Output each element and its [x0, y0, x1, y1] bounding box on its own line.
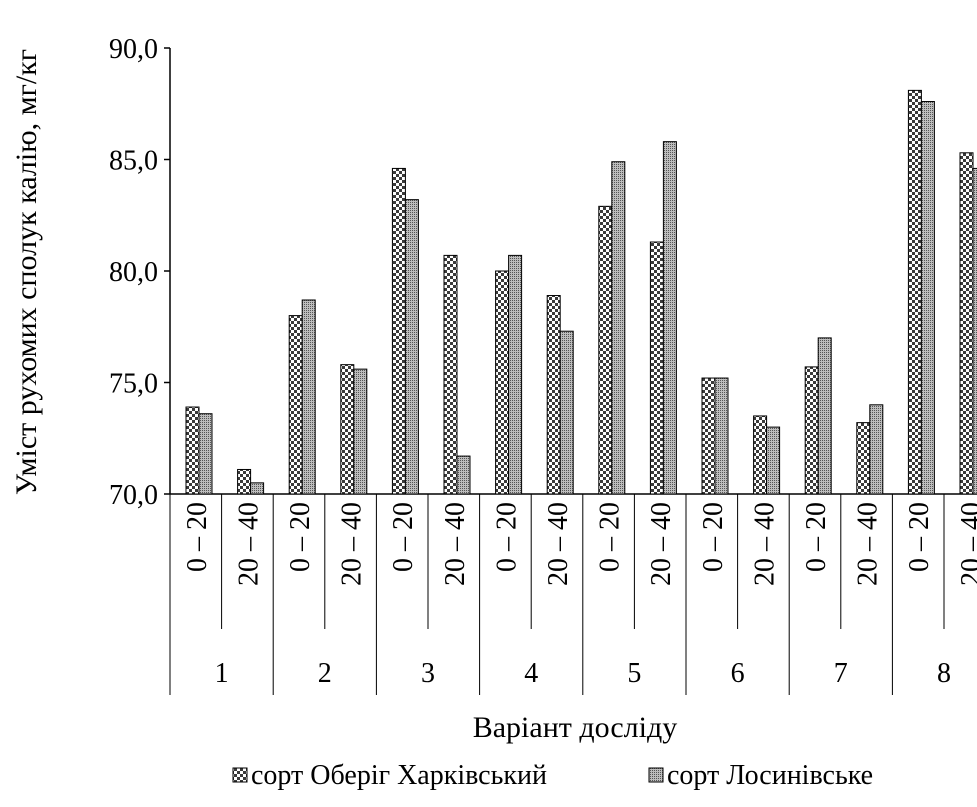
y-tick-label: 90,0: [109, 34, 158, 65]
group-label: 8: [937, 658, 951, 689]
bar-series-2-3: [301, 299, 316, 495]
bar-series-1-11: [701, 377, 716, 495]
bar-series-1-6: [443, 254, 458, 495]
bar-series-2-16: [972, 167, 977, 495]
depth-label: 20 – 40: [749, 502, 780, 586]
y-axis-ticks: 70,0 75,0 80,0 85,0 90,0: [109, 34, 170, 511]
bar-series-2-8: [559, 330, 574, 495]
y-tick-label: 75,0: [109, 369, 158, 400]
bar-series-1-15: [907, 89, 922, 495]
legend-swatch-series-1: [232, 767, 248, 783]
depth-label: 0 – 20: [388, 502, 419, 572]
bar-series-1-13: [804, 366, 819, 495]
y-tick-label: 85,0: [109, 146, 158, 177]
x-axis-categories: 0 – 20 20 – 40 0 – 20 20 – 40 0 – 20 20 – 40 0…: [169, 494, 977, 695]
depth-label: 20 – 40: [440, 502, 471, 586]
bar-series-1-9: [598, 205, 613, 495]
depth-label: 20 – 40: [956, 502, 977, 586]
depth-label: 20 – 40: [853, 502, 884, 586]
y-axis-label: Уміст рухомих сполук калію, мг/кг: [10, 49, 43, 495]
depth-label: 20 – 40: [646, 502, 677, 586]
legend: сорт Оберіг Харківський сорт Лосинівське: [232, 760, 873, 791]
bar-series-1-1: [185, 406, 200, 495]
depth-label: 0 – 20: [698, 502, 729, 572]
bar-series-2-2: [250, 482, 265, 495]
bar-series-2-15: [920, 101, 935, 495]
bar-series-1-7: [495, 270, 510, 495]
depth-label: 0 – 20: [801, 502, 832, 572]
bar-series-1-14: [856, 422, 871, 495]
legend-label-series-2: сорт Лосинівське: [667, 760, 873, 791]
group-label: 1: [215, 658, 229, 689]
group-label: 5: [627, 658, 641, 689]
bar-series-2-9: [611, 161, 626, 495]
y-tick-label: 70,0: [109, 480, 158, 511]
bar-series-1-8: [546, 295, 561, 495]
bar-series-2-13: [817, 337, 832, 495]
bar-series-1-5: [391, 167, 406, 495]
bar-series-2-5: [404, 199, 419, 495]
bar-series-1-2: [237, 468, 252, 495]
bar-series-2-12: [766, 426, 781, 495]
bar-series-1-4: [340, 364, 355, 495]
y-tick-label: 80,0: [109, 257, 158, 288]
bars: [185, 89, 977, 495]
group-label: 2: [318, 658, 332, 689]
bar-series-1-10: [649, 241, 664, 495]
group-label: 4: [524, 658, 538, 689]
depth-label: 0 – 20: [595, 502, 626, 572]
depth-label: 0 – 20: [182, 502, 213, 572]
bar-series-2-11: [714, 377, 729, 495]
bar-series-2-14: [869, 404, 884, 495]
depth-label: 0 – 20: [904, 502, 935, 572]
legend-swatch-series-2: [648, 767, 664, 783]
bar-series-2-6: [456, 455, 471, 495]
bar-series-1-16: [959, 152, 974, 495]
x-axis-label: Варіант досліду: [473, 711, 678, 744]
bar-series-1-12: [753, 415, 768, 495]
depth-label: 0 – 20: [285, 502, 316, 572]
bar-series-2-7: [508, 254, 523, 495]
group-label: 3: [421, 658, 435, 689]
bar-series-2-1: [198, 413, 213, 495]
bar-series-2-4: [353, 368, 368, 495]
bar-series-1-3: [288, 315, 303, 495]
depth-label: 20 – 40: [543, 502, 574, 586]
depth-label: 20 – 40: [233, 502, 264, 586]
depth-label: 0 – 20: [491, 502, 522, 572]
group-label: 7: [834, 658, 848, 689]
group-label: 6: [731, 658, 745, 689]
bar-series-2-10: [662, 141, 677, 495]
legend-label-series-1: сорт Оберіг Харківський: [251, 760, 547, 791]
depth-label: 20 – 40: [337, 502, 368, 586]
